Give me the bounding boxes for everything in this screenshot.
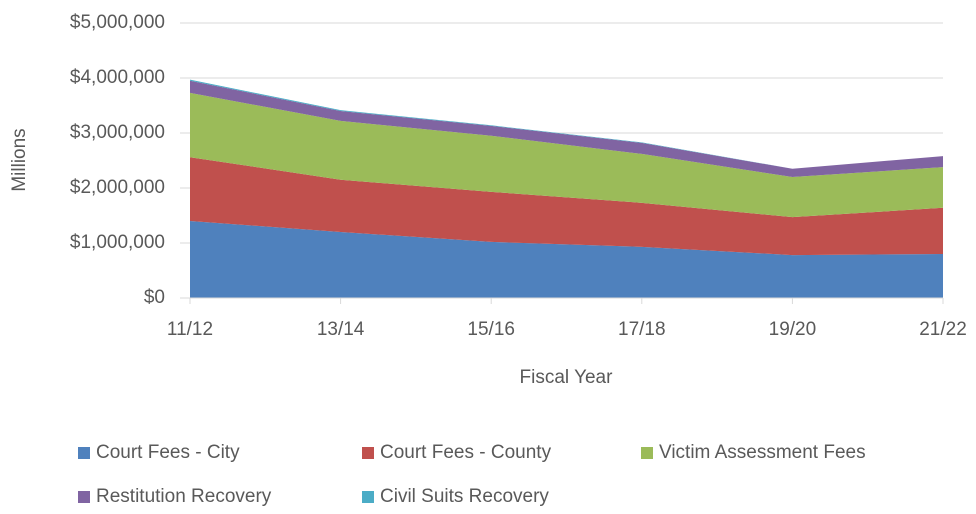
x-tick-label: 15/16 [467, 319, 515, 340]
area [190, 92, 943, 218]
y-tick-label: $1,000,000 [70, 232, 165, 253]
x-tick-label: 21/22 [919, 319, 967, 340]
area [190, 221, 943, 298]
legend-label: Court Fees - City [96, 442, 240, 463]
x-tick-label: 11/12 [167, 319, 213, 340]
y-tick-label: $2,000,000 [70, 177, 165, 198]
x-tick-label: 19/20 [769, 319, 817, 340]
legend-swatch [362, 491, 374, 503]
x-tick-label: 17/18 [618, 319, 666, 340]
y-axis-label: Millions [9, 128, 30, 191]
y-tick-label: $0 [144, 287, 165, 308]
y-tick-label: $5,000,000 [70, 12, 165, 33]
legend-swatch [362, 447, 374, 459]
y-tick-label: $4,000,000 [70, 67, 165, 88]
legend-label: Civil Suits Recovery [380, 486, 549, 507]
area [190, 157, 943, 256]
legend-swatch [78, 447, 90, 459]
legend-swatch [78, 491, 90, 503]
y-tick-label: $3,000,000 [70, 122, 165, 143]
x-tick-label: 13/14 [317, 319, 365, 340]
legend-label: Court Fees - County [380, 442, 552, 463]
legend-label: Restitution Recovery [96, 486, 272, 507]
area [190, 80, 943, 177]
legend-swatch [641, 447, 653, 459]
x-axis-label: Fiscal Year [520, 367, 614, 388]
legend-label: Victim Assessment Fees [659, 442, 866, 463]
